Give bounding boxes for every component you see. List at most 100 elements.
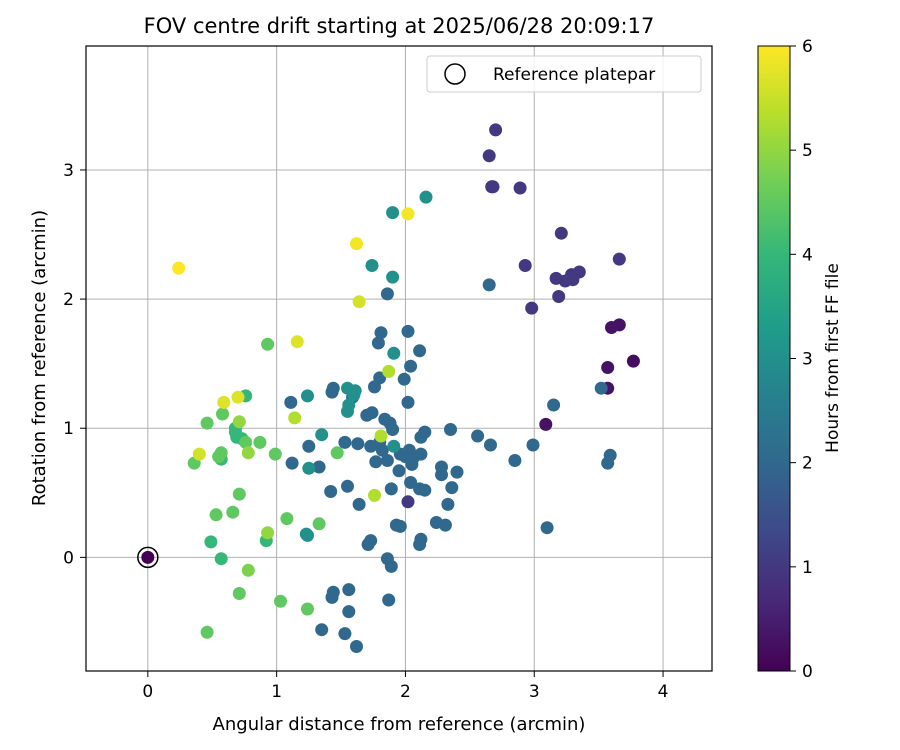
data-point [172,261,186,275]
colorbar-ticks: 0 1 2 3 4 5 6 [790,37,813,682]
data-point [444,423,457,436]
data-point [601,361,615,374]
data-point [361,538,375,551]
data-point [192,447,206,461]
data-point [280,512,294,526]
data-point [384,482,398,496]
data-point [540,521,554,535]
reference-ring [137,546,159,569]
data-point [253,435,267,449]
data-point [378,412,392,426]
data-point [489,123,503,137]
legend-marker [444,63,466,85]
data-point [301,389,314,403]
data-point [387,346,401,360]
data-point [301,602,314,616]
data-point [232,415,246,429]
legend: Reference platepar [426,55,702,93]
data-point [539,417,553,431]
x-axis-label: Angular distance from reference (arcmin) [213,714,586,735]
data-point [386,270,400,284]
reference-marker [137,546,159,569]
data-point [351,437,365,451]
data-point [419,190,433,204]
data-point [486,180,500,194]
data-point [261,526,275,540]
data-point [554,226,568,240]
data-point [441,497,455,511]
data-point [382,364,396,378]
data-point [518,259,532,272]
data-point [387,439,401,453]
colorbar-label: Hours from first FF file [823,263,843,453]
colorbar-tick-label: 0 [802,662,813,682]
data-point [285,456,299,470]
colorbar: 0 1 2 3 4 5 6 Hours from first FF file [757,37,843,682]
data-point [401,207,415,221]
y-axis-label: Rotation from reference (arcmin) [29,210,50,506]
data-point [288,411,302,425]
x-tick-label: 2 [400,682,411,702]
x-tick-label: 0 [142,682,153,702]
data-point [352,497,366,511]
data-point [445,481,459,495]
data-point [369,455,383,469]
data-point [216,407,229,421]
data-point [418,483,432,497]
data-point [404,359,418,373]
data-point [312,517,326,531]
data-point [401,495,415,509]
data-point [438,518,452,532]
data-point [368,488,381,502]
data-point [508,454,522,467]
data-point [393,519,407,533]
data-point [435,468,448,482]
data-point [231,390,245,404]
chart-title: FOV centre drift starting at 2025/06/28 … [144,14,655,38]
data-point [380,287,394,301]
data-point [232,487,246,501]
data-point [380,454,394,467]
data-point [360,408,374,422]
data-point [414,430,428,444]
data-point [386,206,400,220]
data-point [341,381,354,395]
data-point [315,428,329,442]
data-point [482,278,496,292]
colorbar-tick-label: 1 [802,558,813,578]
data-point [284,395,298,409]
data-point [513,181,527,195]
data-point [226,505,240,519]
data-point [384,559,398,573]
legend-box [426,55,702,93]
data-point [392,464,406,478]
data-point [274,594,287,608]
data-point [214,552,228,566]
grid [86,46,712,671]
data-point [302,439,316,453]
data-point [526,438,540,452]
data-point [397,372,411,386]
colorbar-tick-label: 3 [802,350,813,370]
data-point [373,371,387,385]
data-point [209,508,223,522]
data-point [239,435,253,449]
data-point [374,429,388,443]
x-tick-label: 3 [529,682,540,702]
data-point [566,273,580,287]
data-point [605,321,618,334]
colorbar-tick-label: 6 [802,37,813,57]
data-point [401,395,415,409]
data-point [484,438,497,452]
data-point [552,290,566,303]
data-point [232,587,246,600]
data-point [338,435,352,449]
data-point [200,625,214,639]
data-point [482,149,496,163]
data-point [626,354,640,368]
data-point [350,640,363,653]
data-point [301,528,314,542]
data-point [365,259,379,272]
data-point [241,563,255,577]
data-point [350,237,363,251]
